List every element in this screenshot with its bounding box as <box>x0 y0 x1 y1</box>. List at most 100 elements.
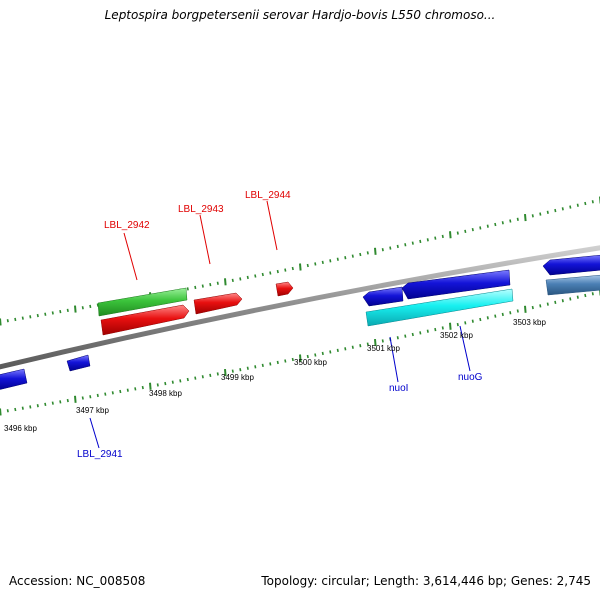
outer-ring-minor-tick <box>291 266 294 271</box>
inner-ring-minor-tick <box>201 375 204 379</box>
inner-tick-ring <box>0 288 600 416</box>
scale-label-3501: 3501 kbp <box>367 344 400 353</box>
scale-label-3496: 3496 kbp <box>4 424 37 433</box>
scale-labels: 3496 kbp 3497 kbp 3498 kbp 3499 kbp 3500… <box>4 318 546 433</box>
blue-feature-4[interactable] <box>401 269 511 300</box>
outer-ring-minor-tick <box>479 226 482 230</box>
blue-feature-5[interactable] <box>542 254 600 276</box>
genome-backbone <box>0 245 600 370</box>
outer-ring-minor-tick <box>14 317 17 322</box>
inner-ring-minor-tick <box>261 363 264 368</box>
inner-ring-minor-tick <box>336 348 339 353</box>
gene-label-nuoi[interactable]: nuoI <box>389 383 408 394</box>
outer-ring-minor-tick <box>456 231 459 235</box>
scale-label-3499: 3499 kbp <box>221 373 254 382</box>
inner-ring-minor-tick <box>531 305 534 310</box>
inner-ring-minor-tick <box>509 311 512 315</box>
outer-ring-major-tick <box>0 318 2 326</box>
inner-ring-minor-tick <box>434 327 437 332</box>
inner-ring-minor-tick <box>464 321 467 325</box>
outer-ring-minor-tick <box>306 263 309 268</box>
outer-ring-minor-tick <box>569 205 572 209</box>
inner-ring-minor-tick <box>29 405 32 409</box>
outer-ring-minor-tick <box>269 271 272 275</box>
outer-ring-minor-tick <box>411 241 414 245</box>
blue-feature-2[interactable] <box>66 354 91 372</box>
inner-ring-minor-tick <box>471 319 474 323</box>
genome-summary-text: Topology: circular; Length: 3,614,446 bp… <box>261 574 591 588</box>
red-feature-3[interactable] <box>275 281 294 297</box>
reverse-strand-features <box>0 254 600 390</box>
inner-ring-major-tick <box>374 338 377 347</box>
inner-ring-minor-tick <box>276 360 279 365</box>
outer-ring-minor-tick <box>419 239 422 244</box>
inner-ring-minor-tick <box>156 383 159 387</box>
red-feature-1[interactable] <box>100 304 190 336</box>
blue-feature-3[interactable] <box>362 286 404 307</box>
outer-ring-minor-tick <box>576 203 579 207</box>
outer-ring-major-tick <box>74 305 77 313</box>
inner-ring-minor-tick <box>186 377 189 382</box>
scale-label-3503: 3503 kbp <box>513 318 546 327</box>
inner-ring-minor-tick <box>554 300 557 305</box>
inner-ring-minor-tick <box>164 381 167 386</box>
inner-ring-minor-tick <box>314 353 317 357</box>
inner-ring-minor-tick <box>486 316 489 320</box>
outer-ring-minor-tick <box>59 309 62 314</box>
inner-ring-minor-tick <box>381 339 384 343</box>
outer-ring-minor-tick <box>194 285 197 290</box>
inner-ring-minor-tick <box>569 297 572 301</box>
inner-ring-minor-tick <box>51 401 54 405</box>
outer-ring-minor-tick <box>464 229 467 234</box>
inner-ring-minor-tick <box>246 366 249 370</box>
gene-label-lbl-2944[interactable]: LBL_2944 <box>245 190 291 201</box>
inner-ring-minor-tick <box>306 354 309 359</box>
outer-ring-minor-tick <box>44 312 47 316</box>
accession-text: Accession: NC_008508 <box>9 574 146 588</box>
inner-ring-minor-tick <box>36 404 39 408</box>
inner-ring-minor-tick <box>344 347 347 351</box>
inner-ring-major-tick <box>0 408 2 416</box>
outer-ring-minor-tick <box>486 224 489 228</box>
scale-label-3498: 3498 kbp <box>149 389 182 398</box>
inner-ring-major-tick <box>299 354 302 362</box>
gene-label-nuog[interactable]: nuoG <box>458 372 483 383</box>
inner-ring-minor-tick <box>291 357 294 362</box>
outer-ring-minor-tick <box>36 313 39 318</box>
outer-ring-minor-tick <box>591 200 594 204</box>
outer-ring-minor-tick <box>396 244 399 249</box>
outer-ring-minor-tick <box>51 311 54 315</box>
inner-ring-major-tick <box>74 395 77 403</box>
inner-ring-minor-tick <box>546 302 549 306</box>
blue-feature-1[interactable] <box>0 368 28 390</box>
steel-feature[interactable] <box>545 274 600 296</box>
outer-ring-minor-tick <box>284 268 287 272</box>
inner-ring-minor-tick <box>194 376 197 380</box>
inner-ring-minor-tick <box>501 312 504 317</box>
outer-ring-minor-tick <box>546 210 549 214</box>
inner-ring-minor-tick <box>359 344 362 348</box>
outer-ring-minor-tick <box>344 256 347 260</box>
outer-ring-minor-tick <box>516 217 519 221</box>
outer-ring-minor-tick <box>66 308 69 313</box>
inner-ring-minor-tick <box>239 368 242 372</box>
inner-ring-minor-tick <box>126 388 129 392</box>
gene-label-lbl-2942[interactable]: LBL_2942 <box>104 220 150 231</box>
green-feature[interactable] <box>97 287 188 317</box>
outer-ring-minor-tick <box>276 269 279 274</box>
cyan-feature[interactable] <box>365 288 514 327</box>
outer-ring-minor-tick <box>531 214 534 218</box>
inner-ring-minor-tick <box>6 409 9 413</box>
red-feature-2[interactable] <box>193 292 243 315</box>
gene-label-lbl-2941[interactable]: LBL_2941 <box>77 449 123 460</box>
inner-ring-minor-tick <box>321 351 324 356</box>
inner-ring-minor-tick <box>209 373 212 378</box>
outer-ring-minor-tick <box>21 316 24 320</box>
outer-ring-minor-tick <box>6 319 9 323</box>
inner-ring-minor-tick <box>141 385 144 390</box>
outer-ring-minor-tick <box>561 207 564 211</box>
outer-ring-minor-tick <box>381 248 384 252</box>
gene-label-lbl-2943[interactable]: LBL_2943 <box>178 204 224 215</box>
